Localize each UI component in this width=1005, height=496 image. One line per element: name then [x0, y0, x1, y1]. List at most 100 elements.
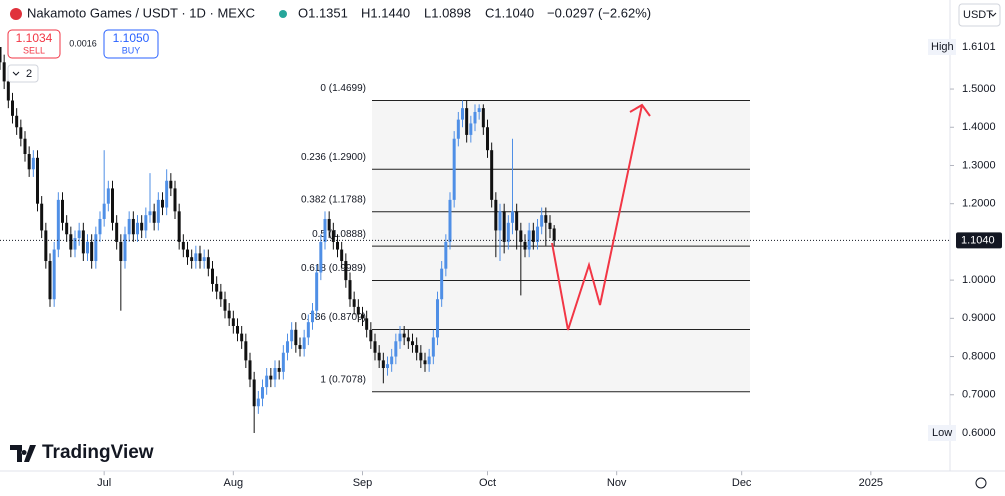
- settings-icon[interactable]: [975, 477, 987, 489]
- candle-body: [236, 325, 239, 334]
- candle-body: [406, 337, 410, 342]
- x-tick-label: 2025: [859, 477, 883, 489]
- candle-body: [340, 249, 344, 262]
- candle-body: [156, 199, 160, 223]
- candle-body: [152, 211, 156, 223]
- chevron-icon: [12, 71, 20, 76]
- candle-body: [461, 108, 464, 120]
- candle-body: [69, 234, 73, 250]
- indicator-count: 2: [26, 68, 32, 80]
- drawn-arrow[interactable]: [551, 104, 643, 331]
- candle-body: [27, 154, 31, 170]
- candle-body: [140, 222, 144, 231]
- candle-body: [127, 218, 131, 235]
- sell-price: 1.1034: [16, 31, 53, 45]
- spread: 0.0016: [69, 38, 97, 48]
- candle-body: [211, 268, 214, 284]
- candle-body: [194, 253, 198, 262]
- candle-body: [281, 352, 285, 372]
- candle-body: [273, 368, 277, 380]
- candle-body: [44, 230, 48, 262]
- candle-body: [398, 333, 402, 342]
- candle-body: [327, 218, 331, 231]
- candle-body: [361, 314, 364, 319]
- candle-body: [356, 306, 360, 315]
- candle-body: [511, 211, 514, 223]
- ohlc-close: C1.1040: [485, 5, 534, 20]
- candle-body: [219, 291, 223, 300]
- candle-body: [323, 218, 327, 242]
- candle-body: [119, 241, 123, 262]
- candle-body: [415, 345, 419, 353]
- candle-body: [0, 47, 2, 63]
- candle-body: [523, 241, 527, 250]
- candle-body: [36, 157, 39, 204]
- candle-body: [81, 230, 85, 254]
- fib-label: 0.236 (1.2900): [301, 152, 366, 163]
- low-value: 0.6000: [962, 427, 996, 439]
- plot-area: 0 (1.4699) 0.236 (1.2900) 0.382 (1.1788) 0.…: [0, 46, 950, 433]
- candle-body: [94, 234, 98, 262]
- candle-body: [181, 241, 185, 250]
- candle-body: [19, 127, 23, 139]
- candle-body: [506, 222, 510, 242]
- y-tick-label: 1.0000: [962, 274, 996, 286]
- candle-body: [265, 375, 269, 388]
- currency-button[interactable]: [958, 3, 1001, 27]
- buy-button[interactable]: [103, 29, 159, 59]
- candle-body: [452, 138, 456, 200]
- candle-body: [477, 108, 481, 112]
- candle-body: [394, 341, 398, 357]
- candle-body: [440, 268, 444, 300]
- candle-body: [311, 310, 314, 323]
- candle-body: [456, 119, 460, 139]
- candle-body: [298, 345, 302, 349]
- indicator-toggle[interactable]: [7, 64, 39, 83]
- candle-body: [148, 211, 152, 216]
- candle-body: [431, 337, 435, 357]
- candle-body: [56, 199, 60, 250]
- candle-body: [302, 337, 306, 349]
- candle-body: [352, 299, 356, 307]
- candle-body: [402, 333, 406, 338]
- candle-body: [23, 138, 27, 155]
- chart-title[interactable]: Nakamoto Games / USDT · 1D · MEXC: [27, 5, 255, 20]
- candle-body: [61, 199, 64, 223]
- high-marker-bg: [928, 38, 956, 55]
- x-tick-label: Aug: [224, 477, 244, 489]
- candle-body: [102, 203, 106, 219]
- candle-body: [469, 123, 473, 135]
- arrow-head[interactable]: [629, 103, 651, 117]
- candle-body: [348, 280, 352, 300]
- candle-body: [65, 222, 69, 235]
- y-tick-label: 0.9000: [962, 312, 996, 324]
- ohlc-change: −0.0297 (−2.62%): [547, 5, 651, 20]
- candle-body: [98, 218, 102, 235]
- candle-body: [206, 257, 210, 269]
- candle-body: [390, 356, 394, 365]
- candle-body: [365, 318, 369, 330]
- candle-body: [2, 62, 6, 82]
- candle-body: [373, 341, 377, 353]
- candle-body: [306, 322, 310, 338]
- high-value: 1.6101: [962, 41, 996, 53]
- candle-body: [502, 211, 506, 242]
- sell-button[interactable]: [7, 29, 61, 59]
- candle-body: [231, 318, 235, 326]
- candle-body: [136, 222, 139, 235]
- candle-body: [494, 199, 498, 231]
- candle-body: [377, 352, 381, 361]
- candle-body: [536, 226, 539, 242]
- y-tick-label: 1.4000: [962, 121, 996, 133]
- candle-body: [465, 108, 469, 135]
- candle-body: [227, 310, 231, 319]
- x-tick-label: Jul: [97, 477, 111, 489]
- candle-body: [527, 230, 531, 250]
- low-label: Low: [932, 427, 952, 439]
- candle-body: [186, 249, 189, 258]
- fib-label: 0 (1.4699): [320, 83, 366, 94]
- candle-body: [336, 241, 339, 250]
- candle-body: [531, 230, 535, 242]
- candle-body: [436, 299, 439, 338]
